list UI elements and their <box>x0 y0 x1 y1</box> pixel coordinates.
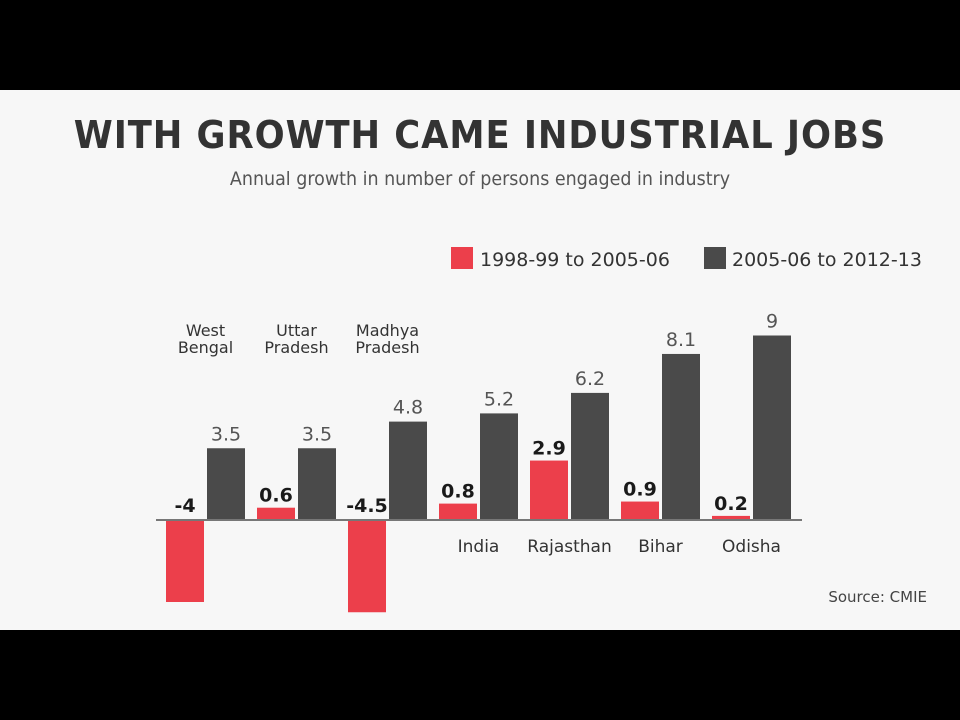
legend-label-series1: 1998-99 to 2005-06 <box>480 249 670 271</box>
bar-series2 <box>753 335 791 520</box>
bars-group <box>166 335 791 613</box>
chart-title: WITH GROWTH CAME INDUSTRIAL JOBS <box>73 113 887 157</box>
bar-series2 <box>480 413 518 520</box>
legend-swatch-series1 <box>451 247 473 269</box>
labels-group: -43.5WestBengal0.63.5UttarPradesh-4.54.8… <box>174 311 781 558</box>
data-label-series1: 2.9 <box>532 438 566 460</box>
bar-series2 <box>571 392 609 520</box>
category-label: Uttar <box>276 321 317 340</box>
data-label-series2: 4.8 <box>393 397 423 419</box>
data-label-series2: 3.5 <box>302 423 332 445</box>
bar-series1 <box>712 515 750 520</box>
data-label-series1: 0.6 <box>259 485 293 507</box>
data-label-series2: 3.5 <box>211 423 241 445</box>
legend-swatch-series2 <box>704 247 726 269</box>
data-label-series1: 0.2 <box>714 493 748 515</box>
data-label-series2: 8.1 <box>666 329 696 351</box>
bar-series1 <box>439 503 477 520</box>
data-label-series2: 9 <box>766 311 778 333</box>
category-label: Bihar <box>638 537 683 557</box>
category-label: West <box>186 321 225 340</box>
chart-legend: 1998-99 to 2005-06 2005-06 to 2012-13 <box>451 247 922 271</box>
bar-series1 <box>257 507 295 520</box>
chart-subtitle: Annual growth in number of persons engag… <box>229 168 731 190</box>
category-label: Madhya <box>356 321 419 340</box>
bar-series1 <box>348 520 386 613</box>
bar-series2 <box>298 448 336 520</box>
legend-label-series2: 2005-06 to 2012-13 <box>732 249 922 271</box>
bar-series2 <box>207 448 245 520</box>
bar-series2 <box>389 421 427 520</box>
category-label: Odisha <box>722 537 781 557</box>
data-label-series1: -4.5 <box>346 495 388 517</box>
category-label: India <box>458 537 500 557</box>
infographic-panel <box>0 90 960 630</box>
bar-series1 <box>166 520 204 602</box>
data-label-series1: 0.9 <box>623 479 657 501</box>
bar-series1 <box>621 501 659 520</box>
category-label: Pradesh <box>355 338 419 357</box>
data-label-series2: 6.2 <box>575 368 605 390</box>
category-label: Rajasthan <box>527 537 612 557</box>
data-label-series1: -4 <box>174 495 195 517</box>
category-label: Pradesh <box>264 338 328 357</box>
data-label-series2: 5.2 <box>484 388 514 410</box>
source-note: Source: CMIE <box>828 588 927 606</box>
bar-series1 <box>530 460 568 520</box>
data-label-series1: 0.8 <box>441 481 475 503</box>
bar-series2 <box>662 353 700 520</box>
category-label: Bengal <box>178 338 233 357</box>
